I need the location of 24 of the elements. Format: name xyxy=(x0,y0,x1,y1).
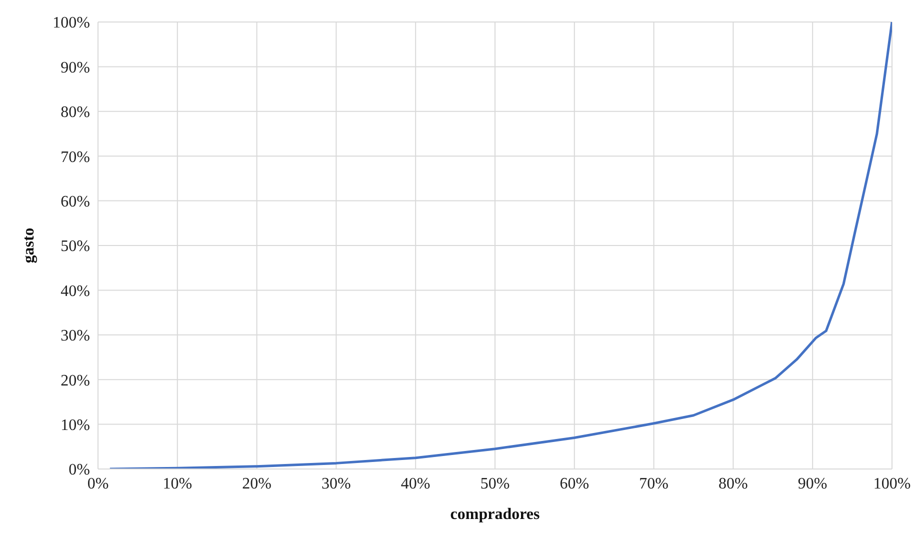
y-tick-label: 80% xyxy=(60,104,90,122)
y-tick-label: 100% xyxy=(52,14,90,32)
y-tick-label: 20% xyxy=(60,372,90,390)
x-axis-title: compradores xyxy=(450,506,540,523)
y-tick-label: 70% xyxy=(60,148,90,166)
x-tick-label: 90% xyxy=(798,475,828,492)
x-tick-label: 10% xyxy=(162,475,192,492)
x-tick-label: 60% xyxy=(560,475,590,492)
x-tick-label: 80% xyxy=(718,475,748,492)
y-tick-label: 50% xyxy=(60,238,90,256)
x-tick-label: 0% xyxy=(87,475,109,492)
x-tick-label: 20% xyxy=(242,475,272,492)
y-tick-label: 30% xyxy=(60,328,90,345)
x-tick-label: 50% xyxy=(480,475,510,492)
y-tick-label: 0% xyxy=(68,462,90,479)
y-tick-label: 60% xyxy=(60,193,90,210)
x-tick-label: 40% xyxy=(400,475,430,492)
x-tick-label: 100% xyxy=(873,475,911,492)
x-tick-label: 30% xyxy=(322,475,351,492)
y-tick-label: 40% xyxy=(60,282,90,300)
y-tick-label: 90% xyxy=(60,59,90,76)
y-tick-label: 10% xyxy=(60,416,90,434)
y-axis-title: gasto xyxy=(20,228,38,264)
x-tick-label: 70% xyxy=(639,475,668,492)
